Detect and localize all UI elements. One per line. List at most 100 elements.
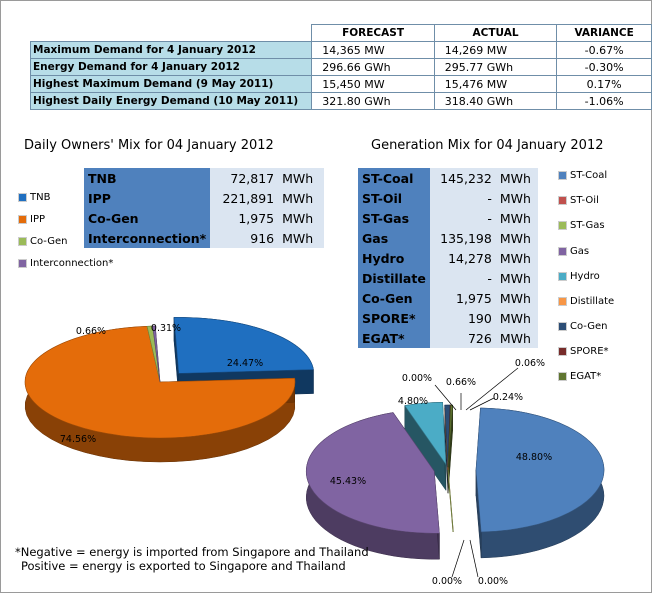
owners-mix-title: Daily Owners' Mix for 04 January 2012 <box>24 138 274 153</box>
table-row: IPP 221,891 MWh <box>84 188 325 208</box>
legend-item-hydro: Hydro <box>558 271 600 282</box>
legend-swatch <box>558 246 567 256</box>
table-row: EGAT* 726 MWh <box>358 328 538 348</box>
row-label: Highest Maximum Demand (9 May 2011) <box>29 75 313 93</box>
row-label: Maximum Demand for 4 January 2012 <box>29 41 313 59</box>
data-label-hydro: 4.80% <box>398 396 428 407</box>
legend-item-st-coal: ST-Coal <box>558 170 607 181</box>
actual-value: 318.40 GWh <box>433 92 558 110</box>
owner-name: IPP <box>84 188 211 208</box>
leader-line <box>469 539 479 578</box>
owner-name: Co-Gen <box>84 208 211 228</box>
gen-value: 14,278 <box>429 248 496 268</box>
summary-header-row: FORECAST ACTUAL VARIANCE <box>31 24 652 42</box>
owners-mix-table: TNB 72,817 MWh IPP 221,891 MWh Co-Gen 1,975 MW… <box>84 168 325 248</box>
gen-name: Hydro <box>358 248 430 268</box>
legend-item-cogen: Co-Gen <box>18 236 68 247</box>
table-row: ST-Oil - MWh <box>358 188 538 208</box>
legend-swatch <box>558 195 567 205</box>
table-row: Highest Daily Energy Demand (10 May 2011… <box>29 92 652 110</box>
gen-name: ST-Gas <box>358 208 430 228</box>
table-row: SPORE* 190 MWh <box>358 308 538 328</box>
leader-line <box>434 384 457 411</box>
data-label-co-gen: 0.66% <box>446 377 476 388</box>
legend-swatch <box>558 371 567 381</box>
data-label-st-oil: 0.00% <box>432 576 462 587</box>
generation-mix-title: Generation Mix for 04 January 2012 <box>371 138 604 153</box>
data-label-spore: 0.06% <box>515 358 545 369</box>
table-row: Highest Maximum Demand (9 May 2011) 15,4… <box>29 75 652 93</box>
table-row: Maximum Demand for 4 January 2012 14,365… <box>29 41 652 59</box>
owner-unit: MWh <box>278 168 325 188</box>
legend-item-spore: SPORE* <box>558 346 609 357</box>
legend-item-tnb: TNB <box>18 192 50 203</box>
gen-unit: MWh <box>495 168 538 188</box>
gen-name: Co-Gen <box>358 288 430 308</box>
gen-unit: MWh <box>495 188 538 208</box>
legend-label: Gas <box>570 246 590 257</box>
data-label-distillate: 0.00% <box>402 373 432 384</box>
legend-label: IPP <box>30 214 46 225</box>
table-row: ST-Gas - MWh <box>358 208 538 228</box>
legend-item-gas: Gas <box>558 246 589 257</box>
gen-unit: MWh <box>495 308 538 328</box>
owner-name: TNB <box>84 168 211 188</box>
legend-swatch <box>558 170 567 180</box>
table-row: Hydro 14,278 MWh <box>358 248 538 268</box>
variance-value: -0.67% <box>556 41 652 59</box>
pie-chart <box>305 401 605 560</box>
data-label-st-gas: 0.00% <box>478 576 508 587</box>
footnote-line-1: *Negative = energy is imported from Sing… <box>15 545 369 559</box>
data-label-interconnection: 0.31% <box>151 323 181 334</box>
pie-slice-ipp <box>24 325 296 439</box>
leader-line <box>465 367 519 411</box>
legend-item-st-oil: ST-Oil <box>558 195 599 206</box>
leader-line <box>451 539 465 578</box>
table-row: Co-Gen 1,975 MWh <box>358 288 538 308</box>
gen-value: 1,975 <box>429 288 496 308</box>
table-row: Co-Gen 1,975 MWh <box>84 208 325 228</box>
forecast-value: 321.80 GWh <box>311 92 435 110</box>
pie-slice-interconnection- <box>152 325 161 383</box>
legend-label: Distillate <box>570 296 615 307</box>
footnote: *Negative = energy is imported from Sing… <box>15 545 369 573</box>
variance-value: -1.06% <box>556 92 652 110</box>
demand-summary-table: FORECAST ACTUAL VARIANCE Maximum Demand … <box>29 24 652 110</box>
legend-item-st-gas: ST-Gas <box>558 220 605 231</box>
legend-label: ST-Coal <box>570 170 608 181</box>
table-row: TNB 72,817 MWh <box>84 168 325 188</box>
pie-slice-tnb <box>173 317 314 374</box>
legend-swatch <box>558 271 567 281</box>
gen-value: 190 <box>429 308 496 328</box>
gen-value: 145,232 <box>429 168 496 188</box>
data-label-tnb: 24.47% <box>227 358 263 369</box>
pie-slice-gas <box>305 412 440 534</box>
gen-value: - <box>429 268 496 288</box>
gen-name: EGAT* <box>358 328 430 348</box>
legend-label: ST-Oil <box>570 195 599 206</box>
generation-mix-table: ST-Coal 145,232 MWh ST-Oil - MWh ST-Gas - MWh … <box>358 168 538 348</box>
legend-item-distillate: Distillate <box>558 296 614 307</box>
table-row: Gas 135,198 MWh <box>358 228 538 248</box>
table-row: Distillate - MWh <box>358 268 538 288</box>
pie-slice-st-coal <box>475 407 605 533</box>
owner-value: 1,975 <box>210 208 279 228</box>
data-label-egat: 0.24% <box>493 392 523 403</box>
owner-unit: MWh <box>278 188 325 208</box>
owner-unit: MWh <box>278 208 325 228</box>
legend-swatch <box>18 214 27 224</box>
legend-swatch <box>18 258 27 268</box>
actual-value: 14,269 MW <box>433 41 558 59</box>
gen-value: - <box>429 188 496 208</box>
legend-swatch <box>558 220 567 230</box>
forecast-header: FORECAST <box>311 24 435 42</box>
owner-value: 916 <box>210 228 279 248</box>
legend-label: SPORE* <box>570 346 609 357</box>
pie-slice-hydro <box>404 401 447 466</box>
legend-label: EGAT* <box>570 371 602 382</box>
row-label: Highest Daily Energy Demand (10 May 2011… <box>29 92 313 110</box>
owner-value: 72,817 <box>210 168 279 188</box>
legend-label: TNB <box>30 192 51 203</box>
gen-unit: MWh <box>495 208 538 228</box>
